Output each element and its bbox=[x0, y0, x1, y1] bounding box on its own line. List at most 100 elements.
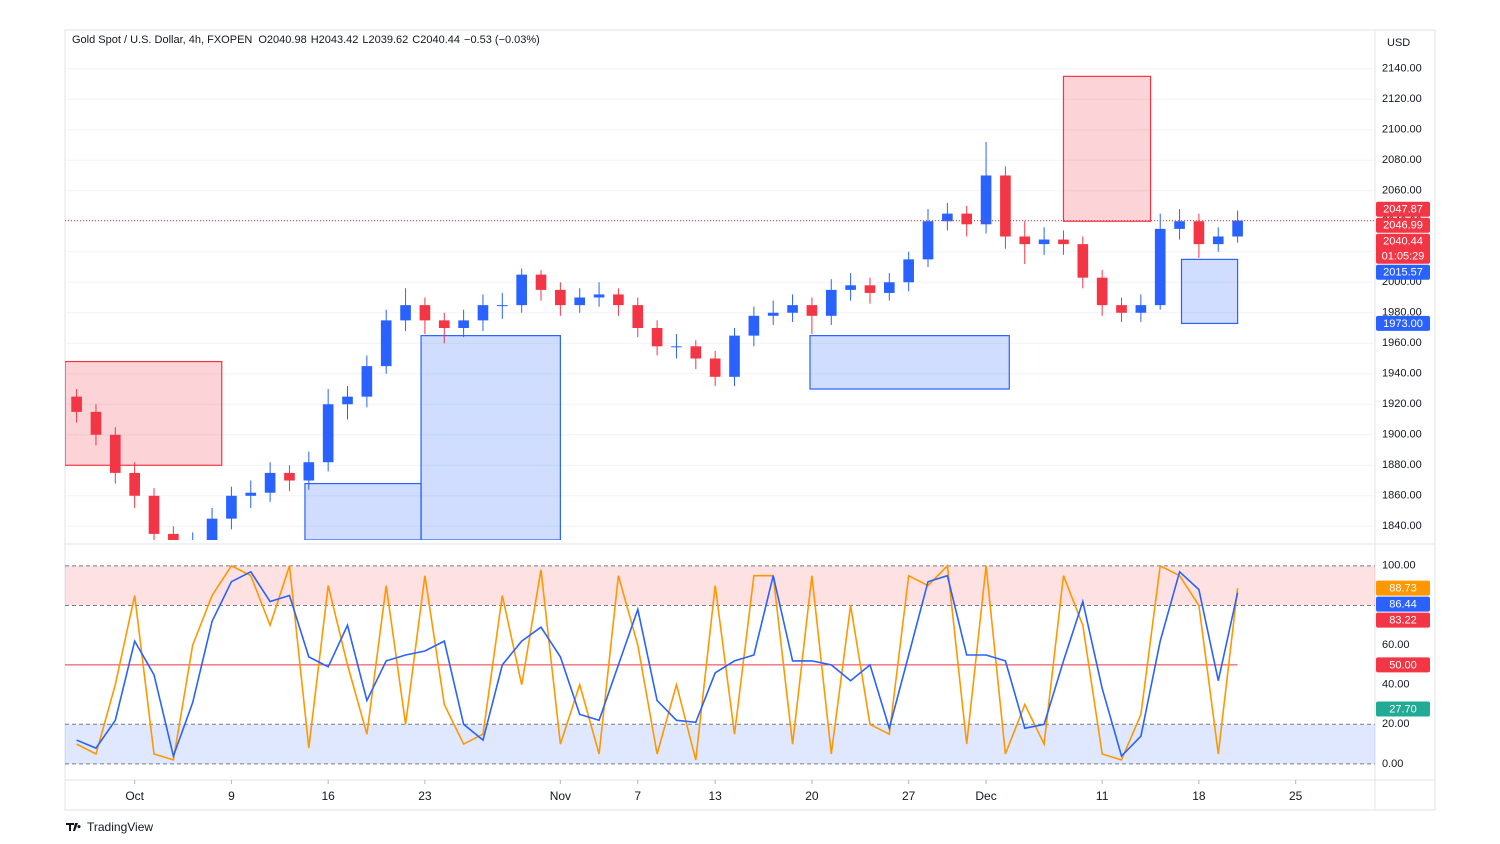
ohlc-label: C bbox=[412, 34, 420, 46]
price-pane bbox=[65, 68, 1375, 540]
price-tag bbox=[1376, 612, 1430, 628]
footer: TradingView bbox=[87, 820, 153, 834]
candle-body bbox=[864, 285, 876, 293]
x-tick-label: Nov bbox=[550, 789, 571, 803]
x-tick-label: 20 bbox=[805, 789, 819, 803]
candle-body bbox=[922, 221, 934, 260]
candle-body bbox=[303, 462, 315, 481]
ohlc-label: O bbox=[258, 34, 267, 46]
candle-body bbox=[245, 492, 257, 496]
candle-body bbox=[593, 294, 605, 298]
candle-body bbox=[71, 396, 82, 412]
ohlc-value: 2040.98 bbox=[267, 34, 307, 46]
candle-body bbox=[90, 411, 102, 435]
price-tag bbox=[1376, 233, 1430, 264]
candle-body bbox=[148, 495, 160, 534]
x-tick-label: 9 bbox=[228, 789, 235, 803]
candle-body bbox=[284, 472, 295, 481]
candle-body bbox=[883, 282, 895, 293]
x-tick-label: 11 bbox=[1096, 789, 1109, 803]
candle-body bbox=[1077, 244, 1089, 278]
price-tag bbox=[1376, 596, 1430, 612]
ohlc-value: 2039.62 bbox=[369, 34, 409, 46]
candle-body bbox=[1193, 221, 1205, 245]
candle-body bbox=[129, 472, 140, 496]
candle-body bbox=[748, 315, 760, 336]
y-tick-label: 1980.00 bbox=[1382, 307, 1422, 319]
zone bbox=[1062, 75, 1152, 222]
price-tag-label: 2040.44 bbox=[1383, 236, 1423, 248]
price-tag-label: 2015.57 bbox=[1383, 267, 1423, 279]
x-tick-label: Dec bbox=[975, 789, 996, 803]
candle-body bbox=[438, 320, 450, 329]
candle-body bbox=[825, 289, 837, 316]
x-tick-label: 23 bbox=[418, 789, 432, 803]
candle-body bbox=[264, 472, 276, 493]
candle-body bbox=[845, 285, 856, 290]
candle-body bbox=[555, 289, 566, 306]
price-tag bbox=[1376, 217, 1430, 233]
band bbox=[65, 565, 1375, 606]
zone bbox=[65, 360, 223, 466]
y-tick-label: 2060.00 bbox=[1382, 185, 1422, 197]
candle-body bbox=[206, 518, 218, 540]
stoch-line bbox=[76, 564, 1239, 761]
candle-body bbox=[903, 259, 914, 283]
price-tag bbox=[1376, 580, 1430, 596]
price-tag-label: 27.70 bbox=[1389, 703, 1417, 715]
y-tick-label: 100.00 bbox=[1382, 560, 1416, 572]
candle-body bbox=[1232, 220, 1243, 237]
candle-body bbox=[729, 335, 740, 377]
price-tag-timer: 01:05:29 bbox=[1382, 251, 1425, 263]
y-tick-label: 2080.00 bbox=[1382, 154, 1422, 166]
x-tick-label: 13 bbox=[708, 789, 722, 803]
x-tick-label: 18 bbox=[1192, 789, 1206, 803]
candle-body bbox=[458, 320, 469, 329]
y-tick-label: 60.00 bbox=[1382, 639, 1410, 651]
candle-body bbox=[400, 305, 411, 321]
candle-body bbox=[1154, 228, 1166, 306]
price-tag-label: 2047.87 bbox=[1383, 204, 1423, 216]
candle-body bbox=[1038, 239, 1050, 245]
candle-body bbox=[942, 213, 953, 222]
x-tick-label: Oct bbox=[125, 789, 144, 803]
y-tick-label: 1960.00 bbox=[1382, 337, 1422, 349]
y-tick-label: 40.00 bbox=[1382, 679, 1410, 691]
price-tag-label: 83.22 bbox=[1389, 615, 1417, 627]
x-tick-label: 27 bbox=[902, 789, 916, 803]
y-tick-label: 0.00 bbox=[1382, 758, 1403, 770]
stoch-pane bbox=[65, 564, 1375, 765]
candle-body bbox=[477, 305, 489, 321]
price-tag bbox=[1376, 701, 1430, 717]
candle-body bbox=[361, 366, 373, 397]
candle-body bbox=[419, 305, 431, 321]
candle-body bbox=[632, 305, 644, 329]
stoch-line bbox=[76, 570, 1239, 759]
candle-body bbox=[322, 404, 334, 463]
zone bbox=[1180, 258, 1239, 325]
candle-body bbox=[1174, 221, 1185, 229]
y-tick-label: 1940.00 bbox=[1382, 368, 1422, 380]
candle-body bbox=[1058, 239, 1069, 245]
price-tag-label: 1973.00 bbox=[1383, 318, 1423, 330]
candle-body bbox=[1096, 277, 1108, 306]
candle-body bbox=[109, 434, 121, 473]
symbol-title: Gold Spot / U.S. Dollar, 4h, FXOPEN bbox=[72, 34, 252, 46]
price-tag-label: 2046.99 bbox=[1383, 220, 1423, 232]
price-tag-label: 86.44 bbox=[1389, 599, 1417, 611]
ohlc-value: 2040.44 bbox=[420, 34, 460, 46]
price-tag bbox=[1376, 657, 1430, 673]
y-tick-label: 1900.00 bbox=[1382, 429, 1422, 441]
candle-body bbox=[671, 346, 682, 348]
price-tag-label: 50.00 bbox=[1389, 659, 1417, 671]
ohlc-label: L bbox=[362, 34, 368, 46]
candle-body bbox=[980, 175, 992, 225]
candle-body bbox=[767, 312, 779, 316]
candle-body bbox=[787, 305, 798, 313]
band bbox=[65, 724, 1375, 764]
candle-body bbox=[1116, 305, 1127, 313]
candle-body bbox=[651, 328, 663, 347]
y-tick-label: 1860.00 bbox=[1382, 490, 1422, 502]
